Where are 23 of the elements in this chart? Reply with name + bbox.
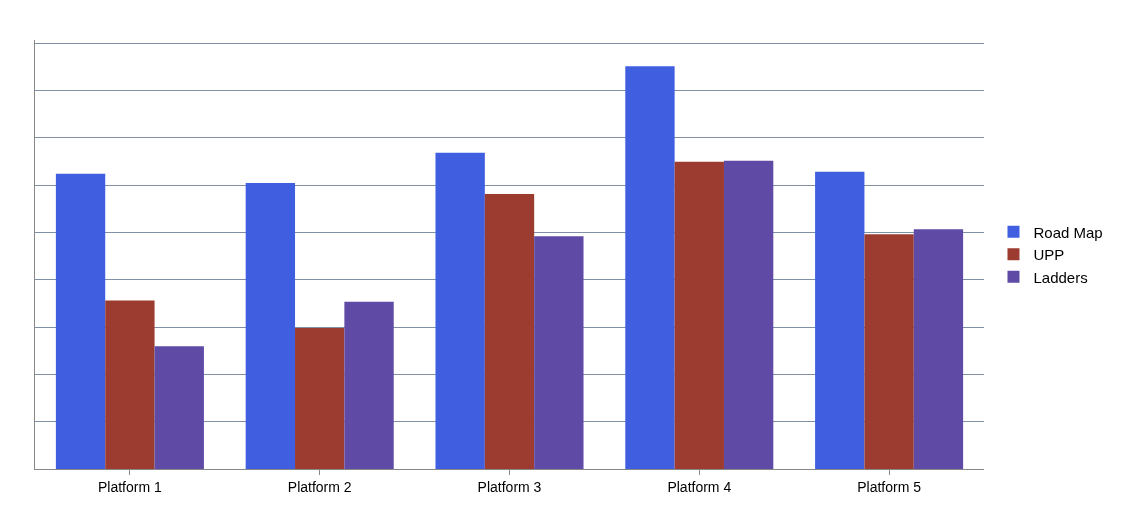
- bar: [815, 171, 865, 469]
- bar: [105, 300, 155, 469]
- bar: [534, 236, 584, 469]
- x-tick-label: Platform 5: [857, 478, 922, 495]
- x-tick-label: Platform 2: [287, 478, 352, 495]
- bar: [864, 234, 914, 469]
- x-tick-label: Platform 3: [477, 478, 542, 495]
- x-tick-label: Platform 1: [97, 478, 163, 495]
- bar: [674, 161, 724, 469]
- bar: [344, 301, 394, 469]
- bar: [723, 160, 774, 469]
- x-tick-label: Platform 4: [667, 478, 732, 495]
- bar: [295, 328, 345, 469]
- legend-label: UPP: [1033, 246, 1065, 264]
- bar: [484, 193, 535, 469]
- bar: [913, 229, 964, 469]
- bar: [435, 152, 485, 469]
- legend-label: Ladders: [1033, 268, 1088, 286]
- legend-label: Road Map: [1033, 223, 1103, 241]
- bar: [625, 66, 675, 469]
- bar: [245, 183, 296, 469]
- bar: [154, 346, 204, 469]
- bar: [55, 173, 106, 469]
